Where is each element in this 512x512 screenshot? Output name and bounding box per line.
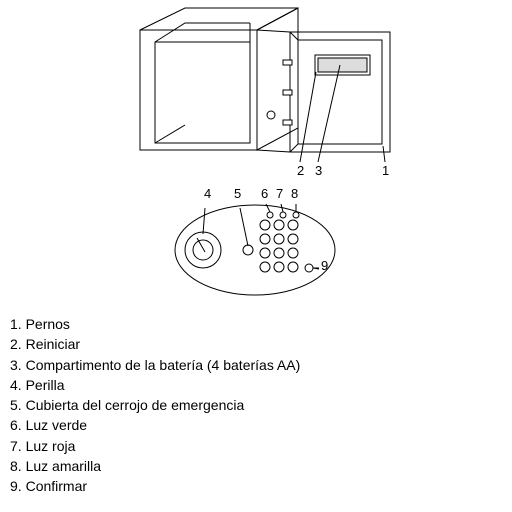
- svg-text:4: 4: [204, 186, 211, 201]
- legend: 1. Pernos 2. Reiniciar 3. Compartimento …: [0, 310, 512, 497]
- svg-text:3: 3: [315, 163, 322, 178]
- svg-text:9: 9: [321, 258, 328, 273]
- legend-item: 8. Luz amarilla: [10, 456, 502, 476]
- safe-diagram-svg: 123456789: [0, 0, 512, 310]
- legend-item: 5. Cubierta del cerrojo de emergencia: [10, 395, 502, 415]
- legend-item: 2. Reiniciar: [10, 334, 502, 354]
- legend-item: 1. Pernos: [10, 314, 502, 334]
- svg-text:7: 7: [276, 186, 283, 201]
- legend-item: 3. Compartimento de la batería (4 baterí…: [10, 355, 502, 375]
- legend-item: 4. Perilla: [10, 375, 502, 395]
- svg-text:8: 8: [291, 186, 298, 201]
- legend-item: 9. Confirmar: [10, 476, 502, 496]
- legend-item: 7. Luz roja: [10, 436, 502, 456]
- svg-text:6: 6: [261, 186, 268, 201]
- svg-text:2: 2: [297, 163, 304, 178]
- svg-text:5: 5: [234, 186, 241, 201]
- diagram-area: 123456789: [0, 0, 512, 310]
- svg-text:1: 1: [382, 163, 389, 178]
- legend-item: 6. Luz verde: [10, 415, 502, 435]
